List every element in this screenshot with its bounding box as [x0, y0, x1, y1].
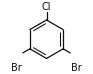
Text: Br: Br	[71, 63, 82, 73]
Text: Br: Br	[11, 63, 22, 73]
Text: Cl: Cl	[42, 2, 51, 12]
